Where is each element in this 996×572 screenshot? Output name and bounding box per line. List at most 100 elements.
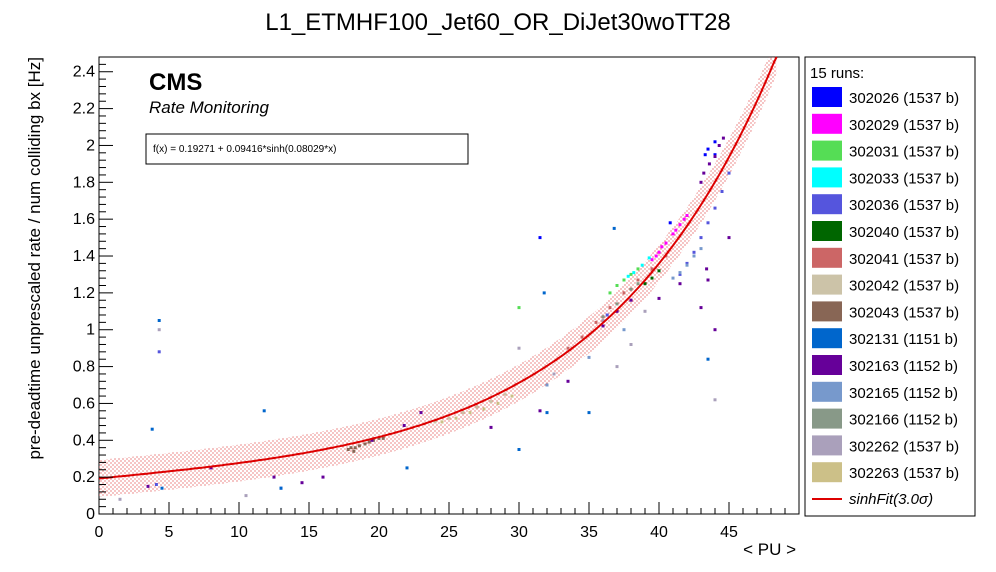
legend-label: 302262 (1537 b) — [849, 438, 959, 455]
data-point-302163-10 — [566, 379, 570, 383]
data-point-302262-9 — [118, 497, 122, 501]
data-point-302262-7 — [713, 398, 717, 402]
x-tick-label: 30 — [510, 524, 528, 541]
data-point-302033-2 — [647, 256, 651, 260]
legend-swatch — [812, 355, 842, 375]
data-point-302031-5 — [517, 306, 521, 310]
legend-label: 302263 (1537 b) — [849, 465, 959, 482]
data-point-302036-3 — [678, 272, 682, 276]
legend-title: 15 runs: — [810, 65, 864, 82]
data-point-302165-4 — [699, 247, 703, 251]
data-point-302165-3 — [692, 254, 696, 258]
data-point-302163-0 — [146, 484, 150, 488]
y-tick-label: 0.8 — [73, 359, 95, 376]
legend-swatch — [812, 328, 842, 349]
data-point-302031-0 — [622, 278, 626, 282]
data-point-302029-1 — [657, 250, 661, 254]
data-point-302043-8 — [381, 436, 385, 440]
data-point-302131-9 — [612, 226, 616, 230]
data-point-302026-5 — [706, 147, 710, 151]
data-point-302041-5 — [636, 278, 640, 282]
data-point-302163-20 — [721, 136, 725, 140]
data-point-302163-11 — [601, 324, 605, 328]
data-point-302029-7 — [674, 228, 678, 232]
data-point-302029-6 — [660, 245, 664, 249]
y-tick-label: 1.8 — [73, 174, 95, 191]
data-point-302036-4 — [685, 261, 689, 265]
legend-label: 302042 (1537 b) — [849, 278, 959, 295]
data-point-302042-4 — [489, 400, 493, 404]
data-point-302041-3 — [608, 306, 612, 310]
data-point-302163-4 — [321, 475, 325, 479]
data-point-302262-0 — [157, 328, 161, 332]
x-tick-label: 20 — [370, 524, 388, 541]
data-point-302262-6 — [552, 372, 556, 376]
legend-label: 302036 (1537 b) — [849, 197, 959, 214]
data-point-302131-1 — [150, 427, 154, 431]
data-point-302166-3 — [601, 315, 605, 319]
data-point-302029-5 — [685, 214, 689, 217]
data-point-302165-0 — [671, 276, 675, 280]
x-tick-label: 25 — [440, 524, 458, 541]
data-point-302165-6 — [587, 355, 591, 359]
legend-entries: 302026 (1537 b) 302029 (1537 b) 302031 (15… — [812, 87, 959, 508]
chart-title: L1_ETMHF100_Jet60_OR_DiJet30woTT28 — [265, 9, 731, 36]
data-point-302165-7 — [545, 383, 549, 387]
data-point-302041-0 — [566, 346, 570, 350]
plot-frame — [98, 56, 800, 515]
legend-label: 302026 (1537 b) — [849, 90, 959, 107]
data-point-302036-0 — [154, 483, 158, 486]
data-point-302026-1 — [713, 140, 717, 144]
fit-curve-layer — [98, 56, 778, 480]
data-point-302163-7 — [419, 411, 423, 415]
fit-formula-text: f(x) = 0.19271 + 0.09416*sinh(0.08029*x) — [153, 144, 336, 155]
data-point-302163-21 — [706, 278, 710, 282]
data-point-302163-18 — [713, 155, 717, 158]
y-tick-label: 1 — [86, 322, 95, 339]
data-point-302163-3 — [300, 481, 304, 485]
data-point-302043-9 — [352, 449, 356, 453]
data-point-302040-2 — [657, 269, 661, 273]
data-point-302131-2 — [160, 486, 164, 490]
data-point-302029-2 — [664, 241, 668, 245]
x-tick-label: 15 — [300, 524, 318, 541]
legend-swatch — [812, 167, 842, 188]
data-point-302036-11 — [605, 313, 609, 317]
data-point-302263-4 — [496, 401, 500, 405]
data-point-302262-4 — [643, 309, 647, 313]
data-points-layer — [118, 136, 731, 501]
data-point-302026-3 — [538, 236, 542, 240]
data-point-302042-1 — [447, 416, 451, 420]
x-tick-label: 35 — [580, 524, 598, 541]
data-point-302262-3 — [629, 343, 633, 346]
data-point-302163-9 — [538, 409, 542, 413]
data-point-302163-14 — [657, 296, 661, 300]
data-point-302029-9 — [654, 254, 658, 258]
data-point-302033-0 — [632, 271, 636, 275]
legend-label: 302041 (1537 b) — [849, 251, 959, 268]
data-point-302036-9 — [720, 190, 724, 193]
legend-swatch — [812, 221, 842, 241]
data-point-302026-4 — [713, 153, 717, 157]
data-point-302163-12 — [615, 309, 619, 313]
data-point-302036-7 — [706, 221, 710, 225]
data-point-302041-6 — [650, 267, 654, 271]
data-point-302042-5 — [503, 392, 507, 396]
legend-swatch — [812, 301, 842, 322]
legend-label: 302166 (1152 b) — [849, 412, 958, 429]
fit-formula-box — [145, 133, 469, 165]
y-tick-label: 0 — [86, 506, 95, 523]
legend-swatch — [812, 140, 842, 161]
data-point-302033-1 — [640, 263, 644, 267]
legend-label: 302029 (1537 b) — [849, 117, 959, 134]
data-point-302262-8 — [244, 494, 248, 498]
data-point-302029-4 — [678, 223, 682, 227]
data-point-302036-8 — [713, 206, 717, 210]
data-point-302166-0 — [629, 287, 633, 291]
data-point-302163-8 — [489, 425, 493, 429]
data-point-302131-10 — [706, 357, 710, 361]
x-axis-label: < PU > — [743, 540, 796, 559]
data-point-302163-6 — [402, 424, 406, 427]
legend-swatch — [812, 247, 842, 268]
